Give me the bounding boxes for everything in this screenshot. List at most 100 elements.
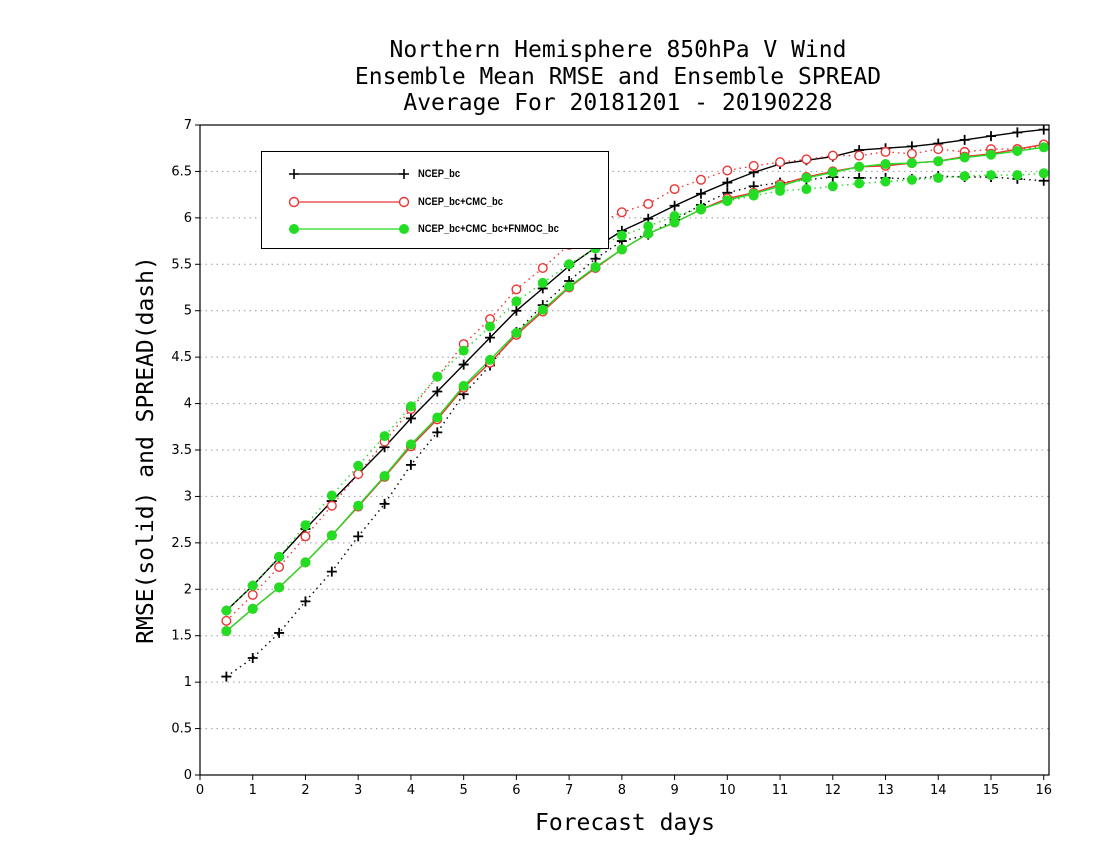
series-0-spread-point-5 bbox=[353, 531, 364, 542]
series-1-spread-point-17 bbox=[669, 184, 680, 195]
series-1-spread-point-21 bbox=[775, 157, 786, 168]
series-2-rmse-point-4 bbox=[326, 530, 337, 541]
tick-layer: 00.511.522.533.544.555.566.570 1 2 3 4 5 6 7 8 9 1… bbox=[171, 118, 1052, 798]
series-2-rmse-point-11 bbox=[511, 328, 522, 338]
series-1-spread-point-19 bbox=[722, 165, 733, 176]
series-0-rmse-point-10 bbox=[485, 332, 496, 343]
series-1-spread-point-0 bbox=[221, 615, 232, 626]
series-0-spread-point-0 bbox=[221, 671, 232, 682]
y-tick-label-8: 4 bbox=[184, 397, 192, 412]
series-2-rmse-point-6 bbox=[379, 471, 390, 481]
series-0-rmse-point-11 bbox=[511, 305, 522, 316]
series-2-rmse-point-14 bbox=[590, 262, 601, 273]
series-2-rmse-point-25 bbox=[880, 159, 891, 169]
series-0-rmse-point-28 bbox=[959, 134, 970, 145]
series-2-spread-point-3 bbox=[300, 520, 311, 531]
series-2-spread-point-22 bbox=[801, 184, 812, 195]
series-2-rmse-point-12 bbox=[537, 304, 548, 315]
x-tick-label-9: 9 bbox=[670, 783, 678, 798]
x-tick-label-2: 2 bbox=[301, 783, 309, 798]
series-1-spread-point-27 bbox=[933, 144, 944, 155]
series-2-rmse-point-21 bbox=[775, 181, 786, 192]
y-tick-label-1: 0.5 bbox=[171, 722, 192, 737]
legend-entry-ncep-cmc: NCEP_bc+CMC_bc bbox=[262, 189, 608, 219]
series-1-spread-point-23 bbox=[827, 150, 838, 161]
series-2-spread-point-8 bbox=[432, 371, 443, 382]
series-2-rmse-point-8 bbox=[432, 412, 443, 423]
series-1-spread-point-5 bbox=[353, 469, 364, 480]
series-2-spread-point-28 bbox=[959, 171, 970, 182]
series-0-spread-point-6 bbox=[379, 498, 390, 509]
series-2-spread-point-7 bbox=[405, 401, 416, 412]
series-0-spread-point-1 bbox=[247, 653, 258, 663]
series-2-rmse-point-30 bbox=[1012, 146, 1023, 156]
series-2-rmse-point-15 bbox=[616, 244, 627, 255]
series-2-rmse-point-26 bbox=[906, 158, 917, 169]
series-2-spread-point-23 bbox=[827, 181, 838, 192]
series-0-rmse-point-29 bbox=[985, 131, 996, 142]
series-2-rmse-point-17 bbox=[669, 217, 680, 228]
y-tick-label-6: 3 bbox=[184, 489, 192, 504]
x-tick-label-1: 1 bbox=[249, 783, 257, 798]
series-2-rmse-point-27 bbox=[933, 156, 944, 167]
legend-entry-ncep-cmc-fnmoc: NCEP_bc+CMC_bc+FNMOC_bc bbox=[262, 216, 608, 246]
series-2-rmse-point-9 bbox=[458, 380, 469, 391]
series-2-rmse-point-13 bbox=[564, 281, 575, 292]
x-tick-label-3: 3 bbox=[354, 783, 362, 798]
series-2-spread-point-2 bbox=[274, 551, 285, 562]
y-tick-label-10: 5 bbox=[184, 304, 192, 319]
series-2-markers bbox=[221, 142, 1049, 637]
x-tick-label-10: 10 bbox=[719, 783, 736, 798]
series-1-spread-point-15 bbox=[616, 207, 627, 218]
series-2-spread-point-24 bbox=[854, 178, 865, 189]
series-2-spread-point-11 bbox=[511, 296, 522, 307]
legend-label-ncep-cmc: NCEP_bc+CMC_bc bbox=[418, 196, 503, 208]
series-1-spread-line bbox=[225, 145, 1044, 622]
series-2-spread-point-4 bbox=[326, 490, 337, 501]
series-2-rmse-point-18 bbox=[695, 204, 706, 215]
series-2-spread-point-0 bbox=[221, 605, 232, 616]
series-2-spread-point-30 bbox=[1012, 170, 1023, 181]
series-1-spread-point-26 bbox=[906, 148, 917, 159]
series-2-spread-point-25 bbox=[880, 176, 891, 187]
series-2-spread-point-12 bbox=[537, 277, 548, 288]
grid-layer bbox=[200, 170, 1049, 730]
legend-label-ncep-cmc-fnmoc: NCEP_bc+CMC_bc+FNMOC_bc bbox=[418, 223, 559, 235]
series-2-spread-point-16 bbox=[643, 221, 654, 232]
series-1-spread-point-1 bbox=[247, 589, 258, 600]
series-0-rmse-point-17 bbox=[669, 200, 680, 211]
series-1-spread-point-16 bbox=[643, 198, 654, 209]
series-0-rmse-point-18 bbox=[695, 188, 706, 199]
y-tick-label-13: 6.5 bbox=[171, 164, 192, 179]
series-2-rmse-point-10 bbox=[485, 354, 496, 365]
series-2-spread-point-29 bbox=[985, 170, 996, 181]
legend-swatch-ncep-cmc bbox=[288, 196, 410, 208]
series-2-rmse-point-22 bbox=[801, 172, 812, 183]
series-0-spread-point-14 bbox=[590, 253, 601, 264]
series-2-rmse-point-29 bbox=[985, 149, 996, 160]
series-2-rmse-point-23 bbox=[827, 167, 838, 178]
series-0-spread-point-8 bbox=[432, 427, 443, 438]
x-axis-title: Forecast days bbox=[535, 810, 716, 836]
series-2-rmse-point-1 bbox=[247, 603, 258, 614]
series-2-rmse-point-16 bbox=[643, 228, 654, 239]
series-1-spread-point-25 bbox=[880, 146, 891, 157]
legend-swatch-ncep-bc bbox=[289, 169, 409, 179]
series-1-spread-point-18 bbox=[695, 174, 706, 185]
series-1-spread-point-12 bbox=[537, 263, 548, 274]
series-2-spread-point-1 bbox=[247, 580, 258, 591]
y-tick-label-4: 2 bbox=[184, 582, 192, 597]
chart-title-line-2: Ensemble Mean RMSE and Ensemble SPREAD bbox=[354, 64, 882, 90]
legend-label-ncep-bc: NCEP_bc bbox=[418, 168, 461, 180]
series-0-rmse-point-7 bbox=[405, 413, 416, 424]
series-2-rmse-point-24 bbox=[854, 161, 865, 172]
series-2-rmse-point-20 bbox=[748, 188, 759, 199]
x-tick-label-5: 5 bbox=[460, 783, 468, 798]
series-2-rmse-point-7 bbox=[405, 439, 416, 450]
series-2-rmse-point-28 bbox=[959, 152, 970, 163]
series-0-rmse-point-19 bbox=[722, 177, 733, 188]
series-0-spread-point-2 bbox=[274, 627, 285, 638]
y-tick-label-9: 4.5 bbox=[171, 350, 192, 365]
y-axis-title: RMSE(solid) and SPREAD(dash) bbox=[133, 256, 159, 644]
x-tick-label-6: 6 bbox=[512, 783, 520, 798]
